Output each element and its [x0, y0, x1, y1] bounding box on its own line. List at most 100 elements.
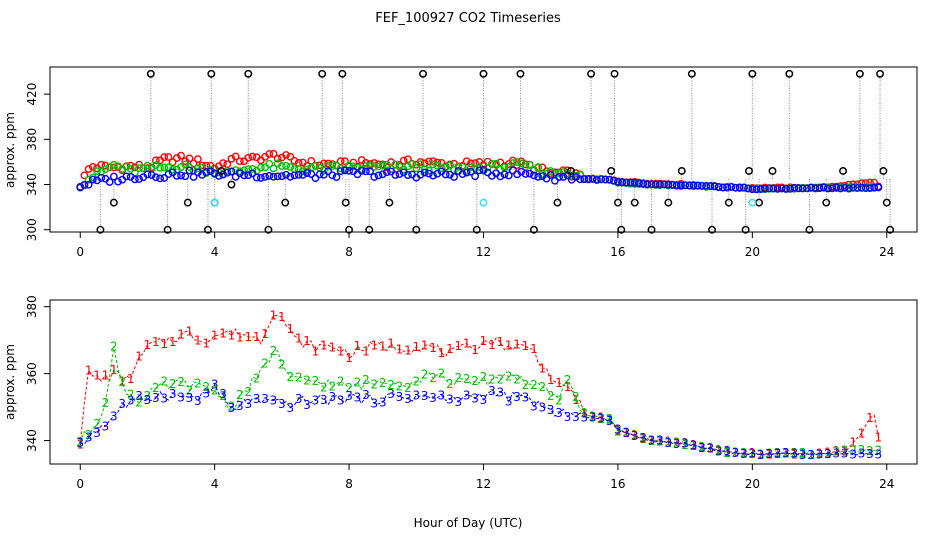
- data-point: [277, 172, 286, 181]
- series-glyph: 2: [135, 395, 143, 409]
- data-point: [740, 183, 748, 192]
- data-point: [836, 184, 845, 193]
- series-glyph: 2: [471, 374, 479, 388]
- series-glyph: 3: [707, 441, 715, 455]
- data-point: [416, 170, 425, 179]
- data-point: [790, 183, 799, 192]
- series-glyph: 2: [463, 372, 471, 386]
- data-point: [513, 158, 522, 166]
- data-point: [160, 174, 169, 182]
- data-point: [366, 167, 374, 176]
- data-point: [240, 157, 248, 166]
- spike-point: [647, 225, 656, 234]
- series-glyph: 1: [698, 441, 706, 455]
- data-point: [361, 167, 370, 176]
- spike-point: [687, 69, 696, 78]
- spike-point: [664, 198, 673, 207]
- data-point: [475, 166, 484, 175]
- series-glyph: 1: [875, 430, 883, 444]
- data-point: [315, 170, 324, 179]
- data-point: [618, 178, 627, 187]
- data-point: [185, 154, 194, 163]
- y-tick-label: 420: [25, 83, 39, 106]
- data-point: [534, 172, 543, 181]
- data-point: [303, 169, 311, 177]
- data-point: [177, 151, 185, 160]
- spike-point: [768, 167, 777, 175]
- series-glyph: 1: [564, 380, 572, 394]
- series-glyph: 1: [547, 373, 555, 387]
- data-point: [84, 180, 93, 189]
- series-glyph: 3: [228, 401, 236, 415]
- spike-point: [479, 69, 488, 78]
- series-glyph: 1: [841, 444, 849, 458]
- series-glyph: 2: [522, 378, 530, 392]
- bottom-series: 11 1 1 11 111 1 1 11 11 11 1 1 1 1 1 11 111 11 1 1 1 11 1 1 1 1 1 1…: [76, 309, 882, 462]
- series-glyph: 2: [631, 429, 639, 443]
- data-point: [437, 164, 446, 173]
- x-tick-label: 4: [211, 245, 219, 259]
- data-point: [109, 160, 118, 169]
- data-point: [307, 170, 316, 178]
- series-glyph: 1: [858, 426, 866, 440]
- data-point: [235, 157, 244, 166]
- data-point: [168, 165, 177, 174]
- series-glyph: 1: [438, 346, 446, 360]
- data-point: [227, 154, 236, 163]
- data-point: [466, 159, 475, 168]
- series-glyph: 2: [799, 446, 807, 460]
- series-glyph: 3: [219, 387, 227, 401]
- series-glyph: 3: [681, 437, 689, 451]
- x-tick-label: 12: [476, 245, 491, 259]
- data-point: [336, 167, 345, 176]
- top-spike-lines: [99, 73, 891, 230]
- data-point: [324, 162, 332, 170]
- series-glyph: 2: [538, 380, 546, 394]
- data-point: [828, 184, 837, 193]
- series-glyph: 1: [555, 376, 563, 390]
- data-point: [143, 170, 152, 179]
- series-glyph: 2: [765, 446, 773, 460]
- series-glyph: 1: [488, 338, 496, 352]
- series-glyph: 1: [261, 327, 269, 341]
- data-point: [311, 174, 320, 183]
- data-point: [122, 172, 131, 181]
- data-point: [471, 172, 479, 181]
- spike-point: [741, 225, 750, 234]
- series-glyph: 1: [791, 447, 799, 461]
- data-point: [382, 160, 391, 169]
- data-point: [101, 165, 110, 174]
- series-glyph: 1: [572, 393, 580, 407]
- series-glyph: 3: [93, 426, 101, 440]
- data-point: [298, 158, 307, 167]
- y-tick-label: 300: [25, 218, 39, 241]
- top-plot-frame: [49, 66, 918, 233]
- series-glyph: 1: [93, 369, 101, 383]
- data-point: [445, 170, 454, 179]
- data-point: [370, 173, 379, 181]
- data-point: [231, 172, 240, 181]
- data-point: [101, 161, 110, 170]
- spike-point: [745, 167, 753, 175]
- data-point: [374, 162, 383, 171]
- series-glyph: 1: [244, 330, 252, 344]
- series-glyph: 3: [639, 431, 647, 445]
- series-glyph: 3: [337, 393, 345, 407]
- data-point: [84, 165, 93, 173]
- series-glyph: 3: [177, 390, 185, 404]
- series-glyph: 3: [454, 395, 462, 409]
- data-point: [714, 183, 723, 191]
- data-point: [416, 160, 425, 169]
- data-point: [84, 175, 93, 184]
- data-point: [416, 158, 425, 166]
- series-glyph: 2: [228, 400, 236, 414]
- series-cyan: [210, 198, 757, 207]
- series-glyph: 2: [513, 372, 521, 386]
- series-glyph: 2: [127, 387, 135, 401]
- series-glyph: 3: [236, 399, 244, 413]
- data-point: [206, 167, 215, 176]
- series-glyph: 3: [446, 392, 454, 406]
- series-glyph: 1: [144, 338, 152, 352]
- series-glyph: 3: [740, 447, 748, 461]
- data-point: [731, 183, 740, 192]
